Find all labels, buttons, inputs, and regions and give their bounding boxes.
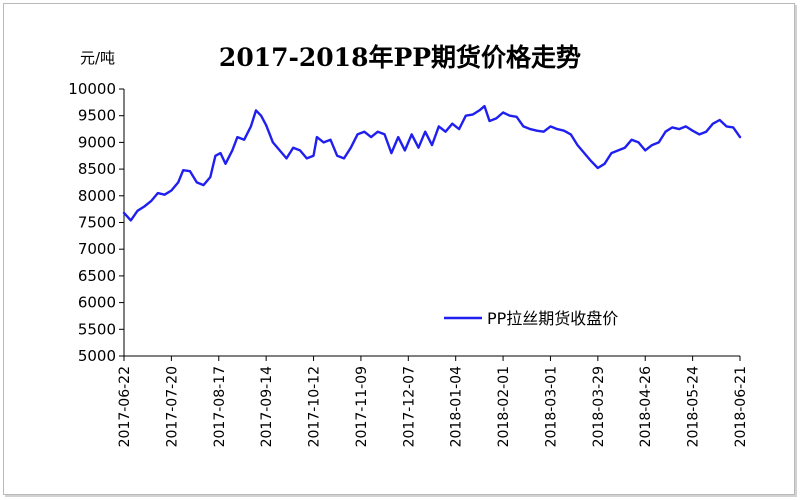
y-tick-label: 6000 (78, 294, 116, 312)
x-tick-label: 2018-05-24 (686, 366, 702, 447)
x-tick-label: 2018-03-29 (591, 366, 607, 447)
x-tick-label: 2017-08-17 (212, 366, 228, 447)
y-tick-label: 10000 (68, 80, 116, 98)
y-tick-label: 9000 (78, 133, 116, 151)
x-tick-label: 2017-07-20 (164, 366, 180, 447)
x-tick-label: 2017-06-22 (117, 366, 133, 447)
x-tick-label: 2018-01-04 (449, 366, 465, 447)
y-tick-label: 9500 (78, 107, 116, 125)
y-tick-label: 5500 (78, 320, 116, 338)
y-tick-label: 8500 (78, 160, 116, 178)
y-tick-label: 7000 (78, 240, 116, 258)
x-tick-label: 2018-04-26 (638, 366, 654, 447)
legend-label: PP拉丝期货收盘价 (487, 309, 618, 328)
x-tick-label: 2018-03-01 (543, 366, 559, 447)
x-tick-label: 2018-02-01 (496, 366, 512, 447)
chart-title: 2017-2018年PP期货价格走势 (218, 43, 582, 72)
x-tick-label: 2017-12-07 (401, 366, 417, 447)
chart-frame (3, 3, 795, 495)
x-tick-label: 2017-09-14 (259, 366, 275, 447)
y-tick-label: 8000 (78, 187, 116, 205)
x-tick-label: 2017-11-09 (354, 366, 370, 447)
y-tick-label: 7500 (78, 214, 116, 232)
series-line (122, 104, 742, 222)
y-axis-unit-label: 元/吨 (80, 49, 116, 67)
y-tick-label: 6500 (78, 267, 116, 285)
x-tick-label: 2017-10-12 (307, 366, 323, 447)
y-tick-label: 5000 (78, 347, 116, 365)
x-tick-label: 2018-06-21 (733, 366, 749, 447)
